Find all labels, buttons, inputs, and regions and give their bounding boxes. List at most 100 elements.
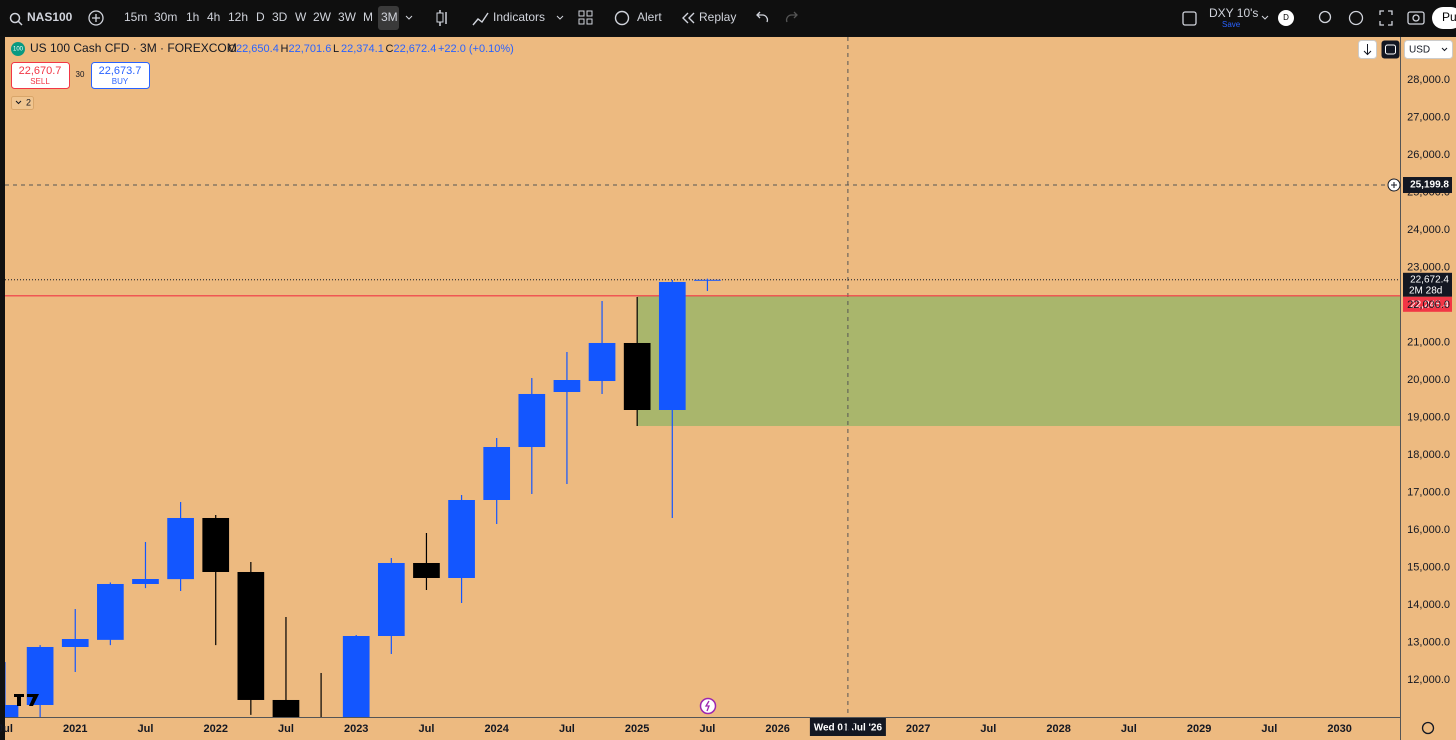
timeframes: 15m 30m 1h 4h 12h D 3D W 2W 3W M 3M [124, 10, 398, 24]
add-symbol[interactable] [88, 10, 104, 26]
redo-icon[interactable] [785, 11, 798, 23]
timeframe[interactable]: 3M [381, 10, 398, 24]
y-tick-label: 27,000.0 [1407, 111, 1450, 123]
x-tick-label: 2030 [1327, 723, 1351, 735]
y-tick-label: 14,000.0 [1407, 599, 1450, 611]
tf-dropdown[interactable] [405, 15, 413, 20]
candle-body [483, 447, 511, 500]
x-tick-label: Jul [0, 723, 13, 735]
x-tick-label: Jul [1121, 723, 1137, 735]
avatar[interactable] [1278, 10, 1294, 26]
search-icon[interactable] [9, 12, 21, 24]
indicators-button[interactable]: Indicators [493, 10, 545, 24]
timeframe[interactable]: M [363, 10, 373, 24]
currency-dropdown [1441, 47, 1448, 52]
timeframe[interactable]: 3D [272, 10, 288, 24]
y-tick-label: 23,000.0 [1407, 261, 1450, 273]
timeframe[interactable]: 30m [154, 10, 177, 24]
timeframe[interactable]: 3W [338, 10, 357, 24]
last-price-label: 22,672.4 [1410, 274, 1449, 285]
buy-label[interactable]: BUY [112, 77, 129, 86]
ohlc-value: 22,650.4 [236, 43, 279, 55]
x-tick-label: 2026 [765, 723, 789, 735]
symbol-logo-text: 100 [13, 47, 24, 53]
add-symbol-plus [92, 14, 100, 22]
x-tick-label: Jul [278, 723, 294, 735]
y-tick-label: 26,000.0 [1407, 149, 1450, 161]
sell-button[interactable] [11, 62, 70, 89]
timeframe[interactable]: 4h [207, 10, 220, 24]
candle-body [518, 393, 546, 448]
candle-body [377, 562, 405, 637]
legend-ohlc: O 22,650.4 H 22,701.6 L 22,374.1 C 22,672.4 [228, 43, 436, 55]
level-label: 22,245.4 [1410, 299, 1449, 310]
last-price-box [1403, 272, 1452, 297]
alert-button[interactable]: Alert [637, 10, 662, 24]
timeframe[interactable]: D [256, 10, 265, 24]
candle-body [623, 342, 651, 410]
layout-dropdown[interactable] [1261, 15, 1269, 20]
buy-price[interactable]: 22,673.7 [99, 65, 142, 77]
crosshair-x-label: Wed 01 Jul '26 [814, 723, 883, 734]
ohlc-value: 22,672.4 [394, 43, 437, 55]
ohlc-key: C [386, 43, 394, 55]
undo-icon[interactable] [756, 11, 769, 23]
quick-search-icon[interactable] [1318, 10, 1332, 24]
candle-body [5, 705, 19, 717]
legend-title: US 100 Cash CFD · 3M · FOREXCOM [30, 41, 237, 55]
templates-icon[interactable] [578, 10, 593, 25]
sell-label[interactable]: SELL [30, 77, 50, 86]
alert-icon [614, 10, 630, 26]
currency[interactable]: USD [1409, 45, 1430, 56]
layout-name[interactable]: DXY 10's [1209, 6, 1258, 20]
publish-button[interactable]: Pu [1442, 10, 1456, 24]
sell-price[interactable]: 22,670.7 [19, 65, 62, 77]
zone [637, 295, 1400, 427]
active-timeframe-bg [378, 6, 399, 30]
crosshair-x-box [809, 718, 886, 736]
indicators-count: 2 [26, 97, 31, 107]
symbol[interactable]: NAS100 [27, 10, 73, 24]
indicators-toggle[interactable] [11, 96, 34, 110]
fullscreen-icon[interactable] [1379, 10, 1393, 26]
symbol-logo [11, 42, 25, 56]
layout-icon[interactable] [1182, 11, 1197, 26]
axis-settings-icon[interactable] [1421, 721, 1435, 735]
x-tick-label: Jul [1261, 723, 1277, 735]
currency-select[interactable] [1404, 40, 1453, 59]
search-icon-handle [17, 20, 23, 26]
indicators-dropdown[interactable] [556, 15, 564, 20]
scroll-icon [1363, 44, 1372, 56]
auto-scale-icon [1385, 44, 1396, 55]
x-tick-label: 2023 [344, 723, 368, 735]
x-tick-label: 2021 [63, 723, 87, 735]
legend-change: +22.0 (+0.10%) [438, 43, 514, 55]
settings-icon[interactable] [1348, 10, 1364, 26]
x-tick-label: Jul [980, 723, 996, 735]
candle-body [413, 562, 440, 578]
x-tick-label: 2024 [484, 723, 509, 735]
candle-body [61, 639, 89, 647]
replay-button[interactable]: Replay [699, 10, 736, 24]
chart-type-candle [436, 12, 444, 23]
candle-body [132, 579, 159, 584]
x-tick-label: 2027 [906, 723, 930, 735]
buy-button[interactable] [91, 62, 150, 89]
timeframe[interactable]: 1h [186, 10, 199, 24]
candle-body [694, 279, 721, 281]
snapshot-icon[interactable] [1407, 11, 1425, 25]
timeframe[interactable]: 15m [124, 10, 147, 24]
timeframe[interactable]: W [295, 10, 307, 24]
timeframe[interactable]: 12h [228, 10, 248, 24]
ohlc-value: 22,374.1 [341, 43, 384, 55]
level-box [1403, 296, 1452, 312]
save-label[interactable]: Save [1222, 20, 1241, 29]
y-tick-label: 16,000.0 [1407, 524, 1450, 536]
candle-body [202, 517, 230, 572]
publish-button-bg[interactable] [1432, 7, 1456, 29]
auto-scale-button[interactable] [1381, 40, 1400, 59]
timeframe[interactable]: 2W [313, 10, 332, 24]
x-tick-label: 2028 [1046, 723, 1070, 735]
avatar-letter: D [1283, 13, 1289, 22]
